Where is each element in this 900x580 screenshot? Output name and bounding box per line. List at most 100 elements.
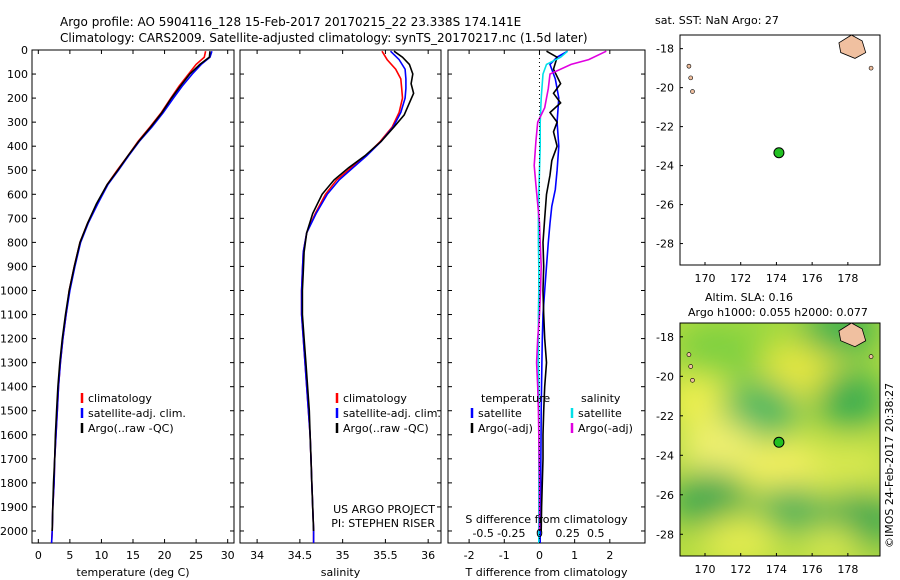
s-axis-label: S difference from climatology (465, 513, 628, 526)
island (868, 65, 874, 71)
y-tick-label: 200 (7, 92, 28, 105)
y-tick-label: 1600 (0, 429, 28, 442)
y-tick-label: 400 (7, 140, 28, 153)
island (686, 63, 692, 69)
y-tick-label: 100 (7, 68, 28, 81)
legend-header-salinity: salinity (581, 392, 621, 405)
map-y-tick-label: -24 (656, 449, 674, 462)
map-x-tick-label: 174 (766, 272, 787, 285)
x-tick-label: -1 (499, 549, 510, 562)
x-axis-label: salinity (321, 566, 361, 579)
sla-blob (680, 420, 760, 480)
x-tick-label: -2 (464, 549, 475, 562)
x-tick-label: 20 (158, 549, 172, 562)
series-line-argo-raw-qc- (301, 50, 415, 532)
salinity-panel: 34 34.5 35 35.5 36 salinity climatology satelli… (239, 49, 442, 579)
temperature_profile-frame (31, 49, 235, 544)
y-tick-label: 600 (7, 188, 28, 201)
y-tick-label: 1800 (0, 477, 28, 490)
x-tick-label: 35 (336, 549, 350, 562)
fiji-land (838, 34, 867, 59)
x-tick-label: 1 (571, 549, 578, 562)
island (688, 364, 694, 369)
sla-map: 170 172 174 176 178 -18 -20 -22 -24 -26 -28 (656, 322, 881, 576)
y-tick-label: 1400 (0, 381, 28, 394)
legend-label: satellite-adj. clim. (343, 407, 441, 420)
sla-blob (680, 470, 750, 530)
temperature-panel: 0100200300400500600700800900100011001200… (0, 44, 235, 579)
difference_profile-frame (447, 49, 646, 544)
map-x-tick-label: 172 (730, 272, 751, 285)
y-tick-label: 1100 (0, 309, 28, 322)
x-axis-label: T difference from climatology (465, 566, 628, 579)
x-tick-label: 10 (94, 549, 108, 562)
x-tick-label: 36 (421, 549, 435, 562)
map-frame (679, 34, 881, 266)
series-line-climatology (300, 50, 404, 543)
map-y-tick-label: -18 (656, 331, 674, 344)
x-axis-label: temperature (deg C) (76, 566, 189, 579)
map-frame (679, 322, 881, 557)
map-x-tick-label: 176 (802, 272, 823, 285)
legend-label: satellite (478, 407, 522, 420)
island (690, 377, 695, 383)
sla-blob (810, 440, 880, 500)
y-tick-label: 700 (7, 212, 28, 225)
legend-header-temperature: temperature (481, 392, 550, 405)
y-tick-label: 1300 (0, 357, 28, 370)
legend-label: satellite (578, 407, 622, 420)
s-tick-label: -0.25 (497, 527, 525, 540)
x-tick-label: 35.5 (373, 549, 398, 562)
float-position-marker (773, 147, 785, 159)
y-tick-label: 1900 (0, 501, 28, 514)
map-y-tick-label: -26 (656, 489, 674, 502)
series-line-climatology (50, 51, 207, 544)
x-tick-label: 30 (221, 549, 235, 562)
map-y-tick-label: -22 (656, 121, 674, 134)
s-tick-label: -0.5 (472, 527, 493, 540)
island (688, 75, 694, 81)
s-tick-label: 0.25 (555, 527, 580, 540)
map-y-tick-label: -26 (656, 199, 674, 212)
sla-blob (815, 370, 880, 430)
map-x-tick-label: 178 (837, 272, 858, 285)
map-x-tick-label: 174 (766, 563, 787, 576)
series-line-satellite-adj-clim- (300, 50, 407, 543)
island (690, 89, 695, 94)
legend-label: climatology (88, 392, 152, 405)
legend-label: Argo(-adj) (478, 422, 533, 435)
map-y-tick-label: -28 (656, 238, 674, 251)
map-x-tick-label: 170 (695, 563, 716, 576)
sla-blob (745, 440, 835, 500)
sla-map-title-line1: Altim. SLA: 0.16 (705, 291, 793, 304)
sla-field (680, 323, 880, 556)
x-tick-label: 5 (66, 549, 73, 562)
s-tick-label: 0 (536, 527, 543, 540)
legend-label: satellite-adj. clim. (88, 407, 186, 420)
y-tick-label: 1500 (0, 405, 28, 418)
figure-title-line2: Climatology: CARS2009. Satellite-adjuste… (60, 31, 588, 45)
x-tick-label: 34.5 (288, 549, 313, 562)
sla-blobs (680, 323, 880, 556)
map-y-tick-label: -18 (656, 43, 674, 56)
map-y-tick-label: -20 (656, 82, 674, 95)
sla-blob (800, 525, 860, 556)
map-x-tick-label: 170 (695, 272, 716, 285)
sla-blob (725, 323, 795, 340)
map-x-tick-label: 178 (837, 563, 858, 576)
island (868, 354, 874, 359)
x-tick-label: 34 (250, 549, 264, 562)
project-annotation: PI: STEPHEN RISER (331, 517, 435, 530)
series-line-temperature-satellite (539, 50, 568, 543)
map-y-tick-label: -28 (656, 528, 674, 541)
legend-label: Argo(..raw -QC) (343, 422, 429, 435)
series-line-salinity-argo-adj- (533, 50, 607, 531)
map-y-tick-label: -22 (656, 410, 674, 423)
y-tick-label: 2000 (0, 525, 28, 538)
sla-blob (700, 515, 780, 556)
float-position-marker (773, 436, 785, 448)
series-line-satellite-adj-clim- (50, 50, 213, 544)
fiji-land (838, 322, 867, 348)
sst-map-title: sat. SST: NaN Argo: 27 (655, 14, 779, 27)
